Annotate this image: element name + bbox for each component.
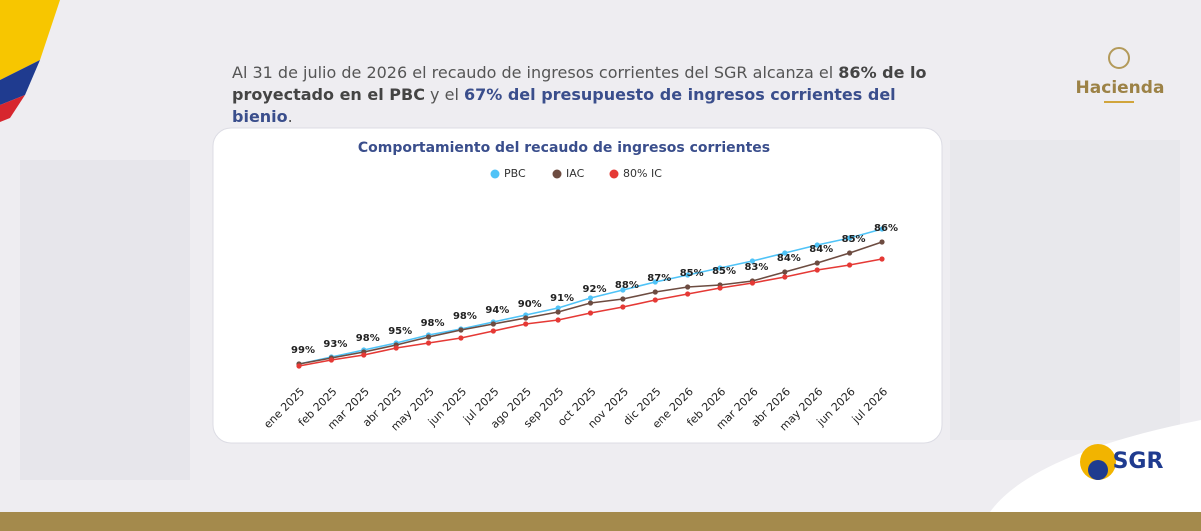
- data-point: [587, 310, 594, 316]
- data-label: 98%: [356, 333, 380, 344]
- data-label: 98%: [453, 311, 477, 322]
- data-label: 90%: [518, 299, 542, 310]
- headline-bold: 86% de lo proyectado en el PBC: [232, 63, 927, 104]
- headline-highlight: 67% del presupuesto de ingresos corrient…: [232, 85, 896, 126]
- data-point: [782, 274, 788, 280]
- data-label: 98%: [421, 318, 445, 329]
- data-point: [652, 289, 658, 295]
- data-point: [717, 285, 723, 291]
- headline: Al 31 de julio de 2026 el recaudo de ing…: [232, 62, 952, 128]
- data-point: [458, 335, 464, 341]
- data-label: 91%: [550, 293, 574, 304]
- data-point: [685, 272, 691, 278]
- legend-marker: [490, 169, 500, 179]
- data-label: 85%: [842, 234, 866, 245]
- data-label: 85%: [712, 266, 736, 277]
- data-point: [458, 327, 464, 333]
- data-point: [814, 267, 820, 273]
- data-point: [847, 262, 853, 268]
- legend-label: 80% IC: [623, 167, 662, 180]
- data-point: [782, 269, 788, 275]
- data-point: [490, 321, 496, 327]
- data-label: 93%: [323, 339, 347, 350]
- data-point: [587, 295, 594, 301]
- data-point: [296, 363, 302, 369]
- data-point: [749, 280, 756, 286]
- legend-marker: [609, 169, 619, 179]
- data-point: [555, 317, 561, 323]
- data-point: [620, 287, 626, 293]
- data-label: 95%: [388, 326, 412, 337]
- data-point: [879, 256, 885, 262]
- data-label: 92%: [583, 284, 607, 295]
- legend-label: IAC: [566, 167, 585, 180]
- data-label: 85%: [680, 268, 704, 279]
- data-point: [685, 284, 691, 290]
- legend-marker: [552, 169, 562, 179]
- data-point: [490, 328, 496, 334]
- data-point: [393, 345, 399, 351]
- data-point: [523, 315, 529, 321]
- data-label: 86%: [874, 223, 898, 234]
- data-point: [523, 321, 529, 327]
- chart-title: Comportamiento del recaudo de ingresos c…: [358, 140, 770, 156]
- hacienda-logo: Hacienda: [1076, 78, 1165, 98]
- data-label: 84%: [777, 253, 801, 264]
- data-label: 83%: [744, 262, 768, 273]
- data-point: [620, 296, 626, 302]
- data-point: [879, 239, 885, 245]
- headline-text: .: [287, 107, 293, 126]
- headline-text: y el: [424, 85, 464, 104]
- data-point: [425, 334, 432, 340]
- data-label: 94%: [485, 305, 509, 316]
- data-point: [652, 279, 658, 285]
- data-point: [814, 260, 820, 266]
- data-label: 87%: [647, 273, 671, 284]
- data-point: [652, 297, 658, 303]
- data-point: [879, 226, 885, 232]
- chart-card: [212, 127, 943, 444]
- data-label: 99%: [291, 345, 315, 356]
- data-point: [782, 250, 788, 256]
- data-point: [814, 242, 820, 248]
- data-point: [749, 258, 756, 264]
- sgr-logo: SGR: [1113, 449, 1164, 474]
- data-point: [328, 357, 334, 363]
- data-point: [717, 265, 723, 271]
- data-point: [847, 235, 853, 241]
- data-point: [685, 291, 691, 297]
- data-point: [555, 309, 561, 315]
- data-point: [425, 340, 432, 346]
- data-point: [555, 305, 561, 311]
- data-point: [620, 304, 626, 310]
- headline-text: Al 31 de julio de 2026 el recaudo de ing…: [232, 63, 839, 82]
- data-point: [847, 250, 853, 256]
- data-point: [361, 352, 367, 358]
- data-label: 84%: [809, 244, 833, 255]
- data-point: [587, 300, 594, 306]
- data-label: 88%: [615, 280, 639, 291]
- legend-label: PBC: [504, 167, 526, 180]
